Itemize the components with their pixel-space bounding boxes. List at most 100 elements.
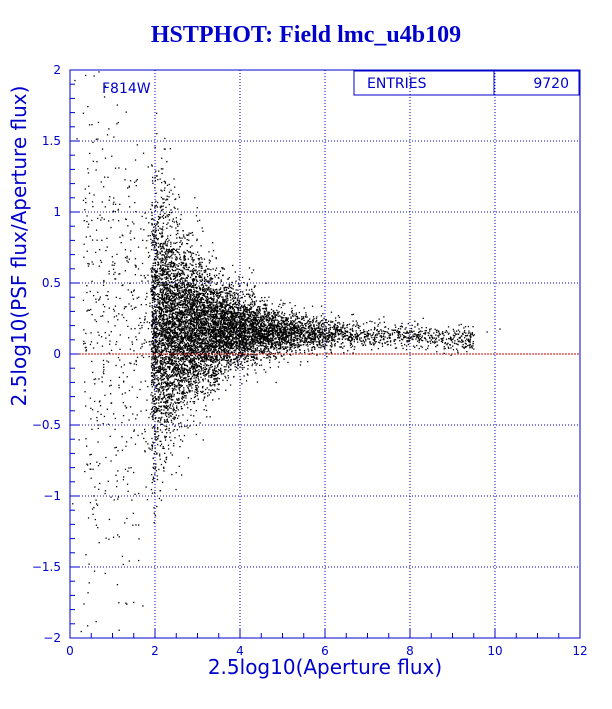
data-point [230, 342, 232, 345]
data-point [211, 354, 213, 356]
data-point [197, 398, 199, 400]
data-point [247, 368, 249, 370]
data-point [157, 378, 159, 380]
data-point [234, 295, 236, 297]
data-point [151, 368, 154, 370]
data-point [117, 496, 120, 498]
data-point [147, 443, 149, 445]
data-point [197, 329, 200, 332]
data-point [152, 291, 154, 293]
data-point [164, 372, 166, 375]
data-point [311, 347, 313, 349]
data-point [176, 274, 178, 276]
data-point [195, 377, 197, 379]
data-point [175, 362, 178, 364]
data-point [339, 323, 341, 325]
data-point [192, 342, 195, 344]
data-point [240, 332, 242, 334]
data-point [158, 434, 160, 437]
data-point [155, 390, 158, 392]
data-point [199, 319, 201, 321]
data-point [86, 220, 88, 223]
data-point [241, 361, 243, 363]
data-point [202, 324, 204, 326]
data-point [151, 427, 154, 429]
data-point [256, 344, 258, 346]
data-point [262, 329, 264, 331]
data-point [269, 356, 272, 359]
data-point [82, 112, 85, 114]
data-point [158, 389, 160, 391]
data-point [308, 350, 310, 352]
data-point [191, 323, 193, 326]
data-point [168, 429, 170, 432]
data-point [144, 339, 146, 341]
data-point [174, 186, 176, 188]
data-point [419, 330, 422, 332]
data-point [295, 344, 297, 346]
data-point [156, 378, 158, 380]
data-point [248, 267, 251, 269]
data-point [237, 317, 239, 319]
data-point [156, 305, 158, 307]
data-point [283, 320, 286, 323]
data-point [468, 345, 471, 347]
data-point [255, 335, 257, 337]
data-point [189, 334, 191, 336]
data-point [84, 342, 86, 344]
data-point [435, 337, 438, 339]
data-point [156, 343, 159, 346]
data-point [160, 274, 162, 276]
data-point [238, 349, 240, 352]
data-point [203, 288, 206, 290]
data-point [152, 182, 154, 184]
data-point [281, 355, 283, 357]
data-point [251, 303, 253, 305]
data-point [176, 258, 178, 260]
data-point [92, 263, 94, 265]
data-point [183, 303, 185, 305]
data-point [321, 323, 323, 326]
data-point [155, 244, 157, 247]
data-point [202, 372, 204, 375]
data-point [83, 243, 85, 245]
data-point [225, 342, 227, 344]
data-point [330, 352, 332, 354]
data-point [176, 405, 178, 407]
data-point [285, 338, 287, 341]
data-point [161, 228, 163, 230]
data-point [434, 341, 436, 343]
data-point [173, 369, 175, 371]
data-point [161, 333, 164, 335]
data-point [198, 301, 200, 303]
data-point [325, 326, 327, 328]
data-point [152, 292, 154, 294]
data-point [146, 296, 148, 298]
data-point [201, 314, 203, 316]
data-point [165, 291, 167, 294]
data-point [150, 289, 153, 291]
data-point [171, 220, 174, 222]
data-point [308, 326, 310, 328]
data-point [169, 291, 171, 293]
data-point [180, 300, 182, 302]
data-point [171, 394, 173, 396]
data-point [248, 328, 250, 330]
data-point [156, 221, 159, 223]
data-point [245, 322, 247, 324]
data-point [172, 322, 174, 324]
data-point [168, 407, 171, 409]
data-point [126, 255, 128, 258]
data-point [246, 341, 248, 343]
data-point [172, 408, 174, 410]
data-point [161, 344, 163, 347]
data-point [342, 331, 344, 333]
data-point [153, 239, 155, 242]
data-point [272, 310, 275, 312]
data-point [195, 351, 197, 353]
data-point [113, 201, 115, 203]
data-point [288, 334, 290, 337]
data-point [215, 371, 217, 373]
data-point [87, 309, 89, 311]
data-point [165, 351, 167, 353]
